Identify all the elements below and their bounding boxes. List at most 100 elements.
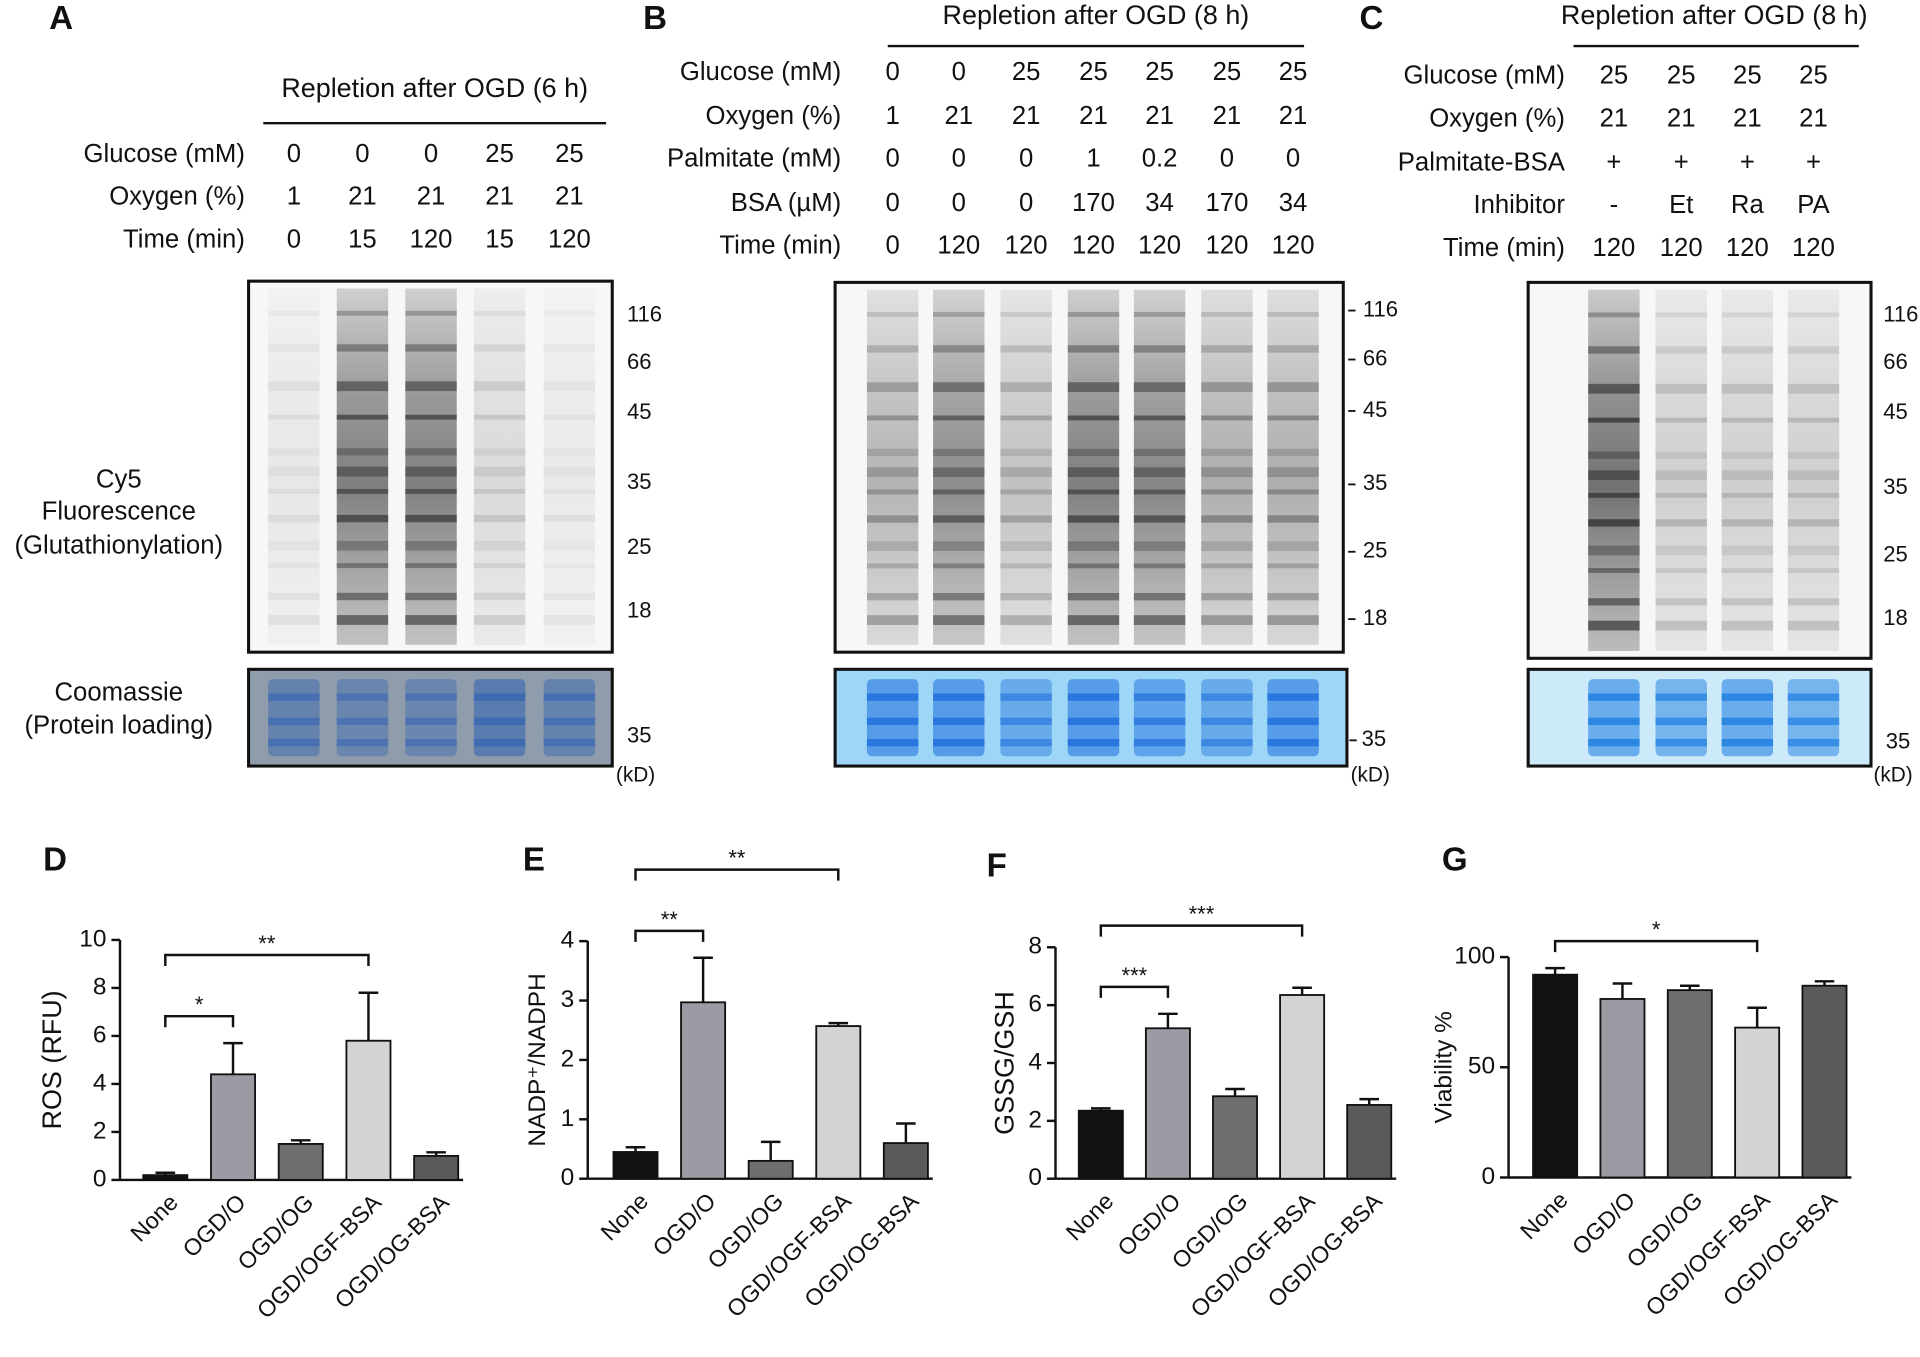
gel-band <box>866 489 919 495</box>
y-tick-label: 0 <box>93 1165 107 1192</box>
condition-value: 120 <box>1072 232 1115 260</box>
condition-value: 0 <box>355 140 369 168</box>
gel-band <box>1000 489 1052 495</box>
marker-label: 35 <box>627 722 652 747</box>
condition-value: 0 <box>1286 145 1300 173</box>
condition-value: 120 <box>937 232 980 260</box>
y-axis-label: GSSG/GSH <box>990 991 1020 1135</box>
gel-band <box>1721 568 1774 573</box>
significance-label: ** <box>728 846 746 871</box>
condition-value: 0 <box>424 140 438 168</box>
condition-value: 21 <box>1799 104 1828 132</box>
gel-band <box>336 381 389 392</box>
error-bar <box>625 1146 646 1152</box>
stain-band <box>1067 738 1120 747</box>
condition-value: 21 <box>1213 102 1242 130</box>
stain-band <box>543 738 596 747</box>
condition-value: 170 <box>1205 189 1248 217</box>
stain-band <box>1201 738 1253 747</box>
gel-lane <box>543 288 596 645</box>
gel-band <box>1588 451 1640 459</box>
stain-band <box>1787 717 1840 726</box>
bar <box>1666 989 1713 1179</box>
gel-band <box>1588 598 1640 606</box>
y-axis-label: Viability % <box>1430 1011 1457 1123</box>
condition-value: 25 <box>1012 58 1041 86</box>
gel-band <box>1067 541 1120 552</box>
gel-band <box>1133 345 1186 353</box>
gel-band <box>1267 448 1319 457</box>
stain-band <box>933 693 985 701</box>
gel-band <box>1267 382 1319 393</box>
gel-band <box>1787 519 1840 527</box>
gel-band <box>268 381 320 392</box>
gel-lane <box>1201 289 1253 645</box>
gel-band <box>1000 345 1052 353</box>
bar <box>1734 1026 1781 1179</box>
y-tick-label: 4 <box>561 927 575 954</box>
gel-band <box>1655 417 1707 423</box>
condition-value: 21 <box>944 102 973 130</box>
gel-band <box>268 541 319 551</box>
gel-band <box>1721 470 1774 481</box>
gel-band <box>1655 346 1707 354</box>
stain-band <box>473 693 526 701</box>
gel-band <box>933 382 985 393</box>
gel-band <box>1133 515 1186 523</box>
condition-value: 21 <box>348 183 377 211</box>
gel-band <box>268 448 319 455</box>
gel-band <box>866 415 919 421</box>
stain-band <box>1655 738 1707 747</box>
condition-value: 25 <box>485 140 514 168</box>
gel-header: Repletion after OGD (8 h) <box>1561 0 1868 30</box>
panel-letter: C <box>1359 0 1383 37</box>
y-tick-label: 2 <box>93 1117 107 1144</box>
x-tick-label: None <box>1061 1188 1119 1246</box>
stain-band <box>933 738 985 747</box>
gel-band <box>1588 470 1640 481</box>
gel-band <box>1133 382 1186 393</box>
gel-band <box>1787 620 1840 631</box>
gel-band <box>405 310 457 316</box>
stain-band <box>336 738 389 747</box>
gel-band <box>1201 515 1253 523</box>
gel-band <box>543 514 596 523</box>
bar <box>680 1001 727 1180</box>
gel-band <box>1588 492 1640 498</box>
significance-label: *** <box>1122 963 1148 988</box>
x-tick-label: OGD/OGF-BSA <box>1640 1186 1775 1321</box>
gel-band <box>1267 467 1319 478</box>
stain-band <box>1787 738 1840 747</box>
gel-band <box>268 592 320 601</box>
condition-value: + <box>1806 148 1821 176</box>
gel-band <box>1067 345 1120 353</box>
bar <box>1077 1109 1124 1180</box>
gel-band <box>1067 467 1120 478</box>
gel-band <box>1721 620 1774 631</box>
condition-value: 34 <box>1145 189 1174 217</box>
marker-label: 45 <box>627 399 652 424</box>
row-label: Inhibitor <box>1473 191 1565 219</box>
gel-band <box>268 488 320 494</box>
gel-band <box>1201 467 1253 478</box>
gel-band <box>473 414 526 420</box>
gel-band <box>1655 519 1707 527</box>
error-bar <box>1545 966 1565 975</box>
condition-value: 120 <box>1792 234 1835 262</box>
gel-band <box>1133 593 1186 601</box>
error-bar <box>1225 1087 1245 1097</box>
gel-lane <box>1787 289 1840 651</box>
gel-band <box>866 311 919 317</box>
gel-band <box>1787 451 1840 459</box>
marker-label: 66 <box>1883 349 1908 374</box>
condition-value: 120 <box>410 226 453 254</box>
gel-lane <box>473 288 526 645</box>
gel-band <box>268 467 319 477</box>
gel-band <box>1133 563 1186 569</box>
y-tick-label: 4 <box>93 1069 107 1096</box>
significance-bracket <box>1553 939 1759 953</box>
condition-value: 120 <box>1592 234 1635 262</box>
condition-value: + <box>1606 148 1621 176</box>
bar <box>210 1073 256 1181</box>
gel-band <box>1787 312 1840 318</box>
